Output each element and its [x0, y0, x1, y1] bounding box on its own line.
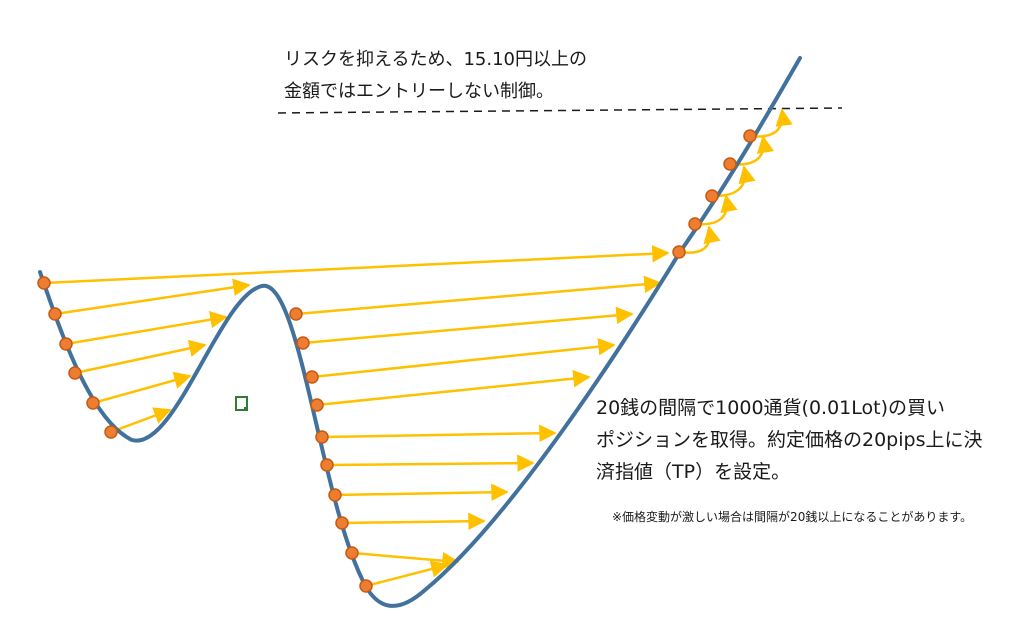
risk-limit-note: リスクを抑えるため、15.10円以上の 金額ではエントリーしない制御。	[284, 44, 587, 108]
small-square-marker-handle	[244, 407, 248, 411]
entry-point	[723, 157, 737, 171]
entry-point	[315, 430, 329, 444]
strategy-note-line-1: 20銭の間隔で1000通貨(0.01Lot)の買い	[596, 397, 945, 419]
entry-point	[743, 129, 757, 143]
small-square-marker	[235, 396, 248, 411]
strategy-note-line-3: 済指値（TP）を設定。	[596, 461, 791, 483]
entry-point	[48, 307, 62, 321]
volatility-footnote: ※価格変動が激しい場合は間隔が20銭以上になることがあります。	[612, 510, 973, 524]
entry-points	[37, 129, 757, 593]
take-profit-arrow	[65, 310, 228, 346]
entry-point	[688, 217, 702, 231]
take-profit-arrow	[316, 369, 591, 407]
entry-point	[328, 488, 342, 502]
entry-point	[310, 398, 324, 412]
strategy-note-line-2: ポジションを取得。約定価格の20pips上に決	[596, 429, 983, 451]
entry-point	[672, 245, 686, 259]
take-profit-arrow	[92, 371, 192, 405]
take-profit-arrow	[311, 337, 616, 379]
take-profit-arrow	[326, 454, 535, 472]
entry-point	[305, 370, 319, 384]
price-limit-dashed-line	[277, 107, 843, 114]
take-profit-arrow	[110, 407, 172, 434]
take-profit-arrow	[43, 245, 670, 285]
entry-point	[705, 189, 719, 203]
entry-point	[86, 396, 100, 410]
take-profit-arrow	[341, 512, 486, 530]
take-profit-arrow	[74, 339, 207, 375]
entry-point	[68, 366, 82, 380]
risk-limit-note-line-1: リスクを抑えるため、15.10円以上の	[284, 49, 587, 70]
take-profit-arrow	[365, 560, 449, 588]
entry-point	[320, 458, 334, 472]
strategy-note: 20銭の間隔で1000通貨(0.01Lot)の買い ポジションを取得。約定価格の…	[596, 392, 982, 488]
entry-point	[289, 307, 303, 321]
entry-point	[359, 579, 373, 593]
take-profit-arrow	[334, 483, 509, 502]
take-profit-arrow	[351, 551, 460, 570]
entry-point	[104, 425, 118, 439]
entry-point	[345, 546, 359, 560]
take-profit-arrow	[321, 424, 557, 443]
risk-limit-note-line-2: 金額ではエントリーしない制御。	[284, 81, 554, 102]
take-profit-arrow	[54, 278, 251, 316]
entry-point	[37, 276, 51, 290]
take-profit-arrow	[302, 306, 634, 345]
take-profit-arrow	[295, 275, 662, 316]
entry-point	[335, 516, 349, 530]
entry-point	[59, 337, 73, 351]
entry-point	[296, 336, 310, 350]
